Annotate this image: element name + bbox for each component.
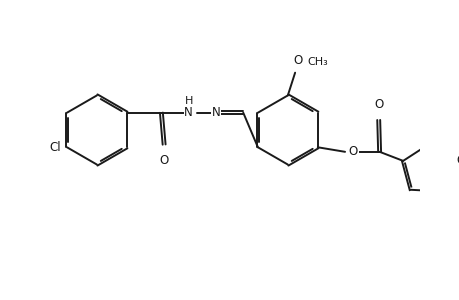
Text: N: N [184, 106, 193, 119]
Text: O: O [292, 54, 302, 67]
Text: Cl: Cl [49, 141, 61, 154]
Text: O: O [373, 98, 382, 111]
Text: H: H [184, 96, 192, 106]
Text: O: O [348, 145, 357, 158]
Text: O: O [159, 154, 168, 166]
Text: CH₃: CH₃ [307, 57, 328, 67]
Text: O: O [455, 154, 459, 167]
Text: N: N [211, 106, 220, 119]
